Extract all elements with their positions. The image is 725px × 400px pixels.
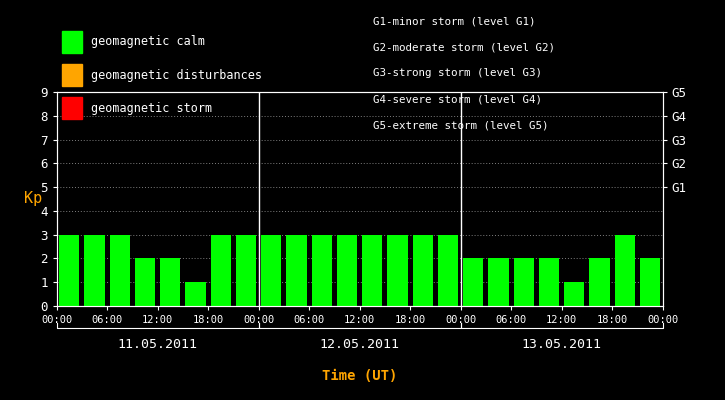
Bar xyxy=(413,235,433,306)
Bar xyxy=(463,258,484,306)
Text: geomagnetic disturbances: geomagnetic disturbances xyxy=(91,69,262,82)
Text: G1-minor storm (level G1): G1-minor storm (level G1) xyxy=(373,16,536,26)
Bar xyxy=(236,235,256,306)
Text: G2-moderate storm (level G2): G2-moderate storm (level G2) xyxy=(373,42,555,52)
Text: G3-strong storm (level G3): G3-strong storm (level G3) xyxy=(373,68,542,78)
Bar xyxy=(109,235,130,306)
Bar xyxy=(615,235,635,306)
Bar xyxy=(438,235,458,306)
Text: 11.05.2011: 11.05.2011 xyxy=(117,338,198,350)
Bar xyxy=(135,258,155,306)
Bar xyxy=(337,235,357,306)
Text: G5-extreme storm (level G5): G5-extreme storm (level G5) xyxy=(373,120,549,130)
Bar xyxy=(59,235,79,306)
Bar xyxy=(186,282,206,306)
Bar xyxy=(261,235,281,306)
Text: geomagnetic calm: geomagnetic calm xyxy=(91,36,204,48)
Bar xyxy=(160,258,181,306)
Y-axis label: Kp: Kp xyxy=(24,192,42,206)
Bar xyxy=(387,235,407,306)
Bar xyxy=(489,258,509,306)
Bar xyxy=(362,235,382,306)
Bar xyxy=(589,258,610,306)
Text: 12.05.2011: 12.05.2011 xyxy=(320,338,399,350)
Text: geomagnetic storm: geomagnetic storm xyxy=(91,102,212,115)
Bar xyxy=(513,258,534,306)
Text: Time (UT): Time (UT) xyxy=(322,369,397,383)
Text: 13.05.2011: 13.05.2011 xyxy=(521,338,602,350)
Bar xyxy=(84,235,104,306)
Bar xyxy=(640,258,660,306)
Bar xyxy=(539,258,559,306)
Bar xyxy=(286,235,307,306)
Bar xyxy=(312,235,332,306)
Text: G4-severe storm (level G4): G4-severe storm (level G4) xyxy=(373,94,542,104)
Bar xyxy=(564,282,584,306)
Bar xyxy=(210,235,231,306)
